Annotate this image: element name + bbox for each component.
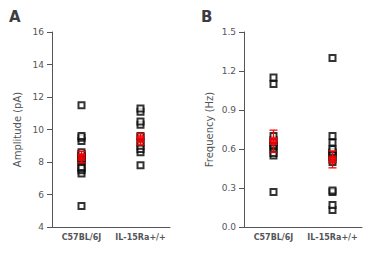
svg-text:1.5: 1.5 (222, 27, 236, 37)
svg-text:IL-15Ra+/+: IL-15Ra+/+ (307, 233, 357, 242)
svg-text:C57BL/6J: C57BL/6J (62, 233, 102, 242)
svg-text:C57BL/6J: C57BL/6J (254, 233, 294, 242)
svg-text:IL-15Ra+/+: IL-15Ra+/+ (115, 233, 165, 242)
svg-text:6: 6 (38, 190, 44, 200)
svg-text:Amplitude (pA): Amplitude (pA) (12, 92, 23, 168)
svg-text:14: 14 (33, 60, 45, 70)
svg-text:4: 4 (38, 222, 44, 232)
svg-text:12: 12 (33, 92, 44, 102)
svg-text:B: B (201, 8, 212, 26)
svg-text:0.6: 0.6 (222, 144, 237, 154)
svg-text:8: 8 (38, 157, 44, 167)
svg-text:0.9: 0.9 (222, 105, 237, 115)
svg-text:A: A (9, 8, 21, 26)
svg-text:10: 10 (33, 125, 45, 135)
svg-text:0.0: 0.0 (222, 222, 237, 232)
svg-text:0.3: 0.3 (222, 183, 236, 193)
svg-text:1.2: 1.2 (222, 66, 236, 76)
svg-text:Frequency (Hz): Frequency (Hz) (204, 92, 215, 168)
svg-text:16: 16 (33, 27, 45, 37)
